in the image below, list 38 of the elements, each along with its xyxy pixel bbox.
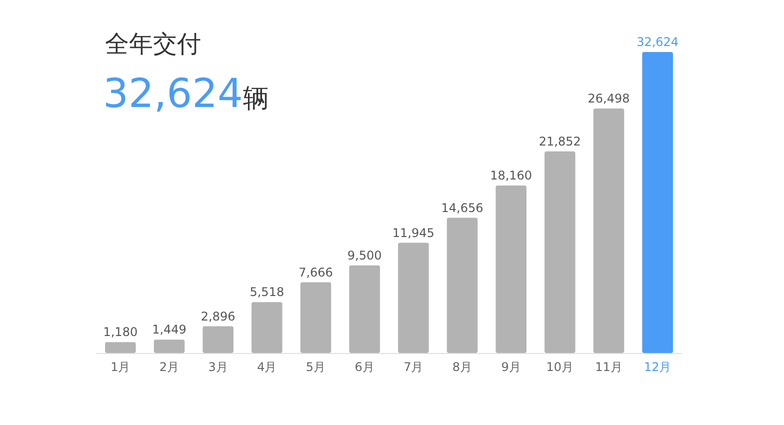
data-label: 11,945 [392,226,434,240]
x-tick-label: 4月 [257,360,277,374]
x-tick-label: 1月 [110,360,130,374]
data-label: 26,498 [588,92,630,106]
bar [202,326,234,353]
data-label: 7,666 [298,265,333,280]
x-tick-label: 7月 [404,360,424,374]
bar [349,265,380,353]
bar [642,52,673,353]
bar [398,242,429,353]
data-label: 18,160 [490,168,532,182]
data-label: 1,180 [103,325,138,340]
data-label: 9,500 [347,248,382,262]
data-label: 1,449 [152,322,186,337]
x-tick-label: 10月 [546,360,574,374]
data-label: 21,852 [538,134,581,148]
bar [154,340,185,353]
x-tick-label: 12月 [644,360,672,374]
bar [105,342,136,353]
bar [496,185,526,353]
data-label: 32,624 [636,35,679,49]
data-label: 2,896 [200,309,236,324]
bar [446,218,478,353]
chart-title: 全年交付 [105,30,201,58]
x-tick-label: 3月 [208,360,228,374]
bar [544,151,576,353]
x-tick-label: 11月 [595,360,622,374]
x-tick-label: 5月 [306,360,326,374]
x-tick-label: 9月 [501,360,521,374]
x-tick-label: 8月 [452,360,472,374]
x-tick-label: 6月 [354,360,374,374]
data-label: 5,518 [250,285,284,300]
bar [252,302,282,353]
data-label: 14,656 [441,200,484,215]
bar [300,282,332,353]
x-tick-label: 2月 [159,360,180,374]
bar [593,108,624,353]
text: 32,624辆 [103,71,269,117]
